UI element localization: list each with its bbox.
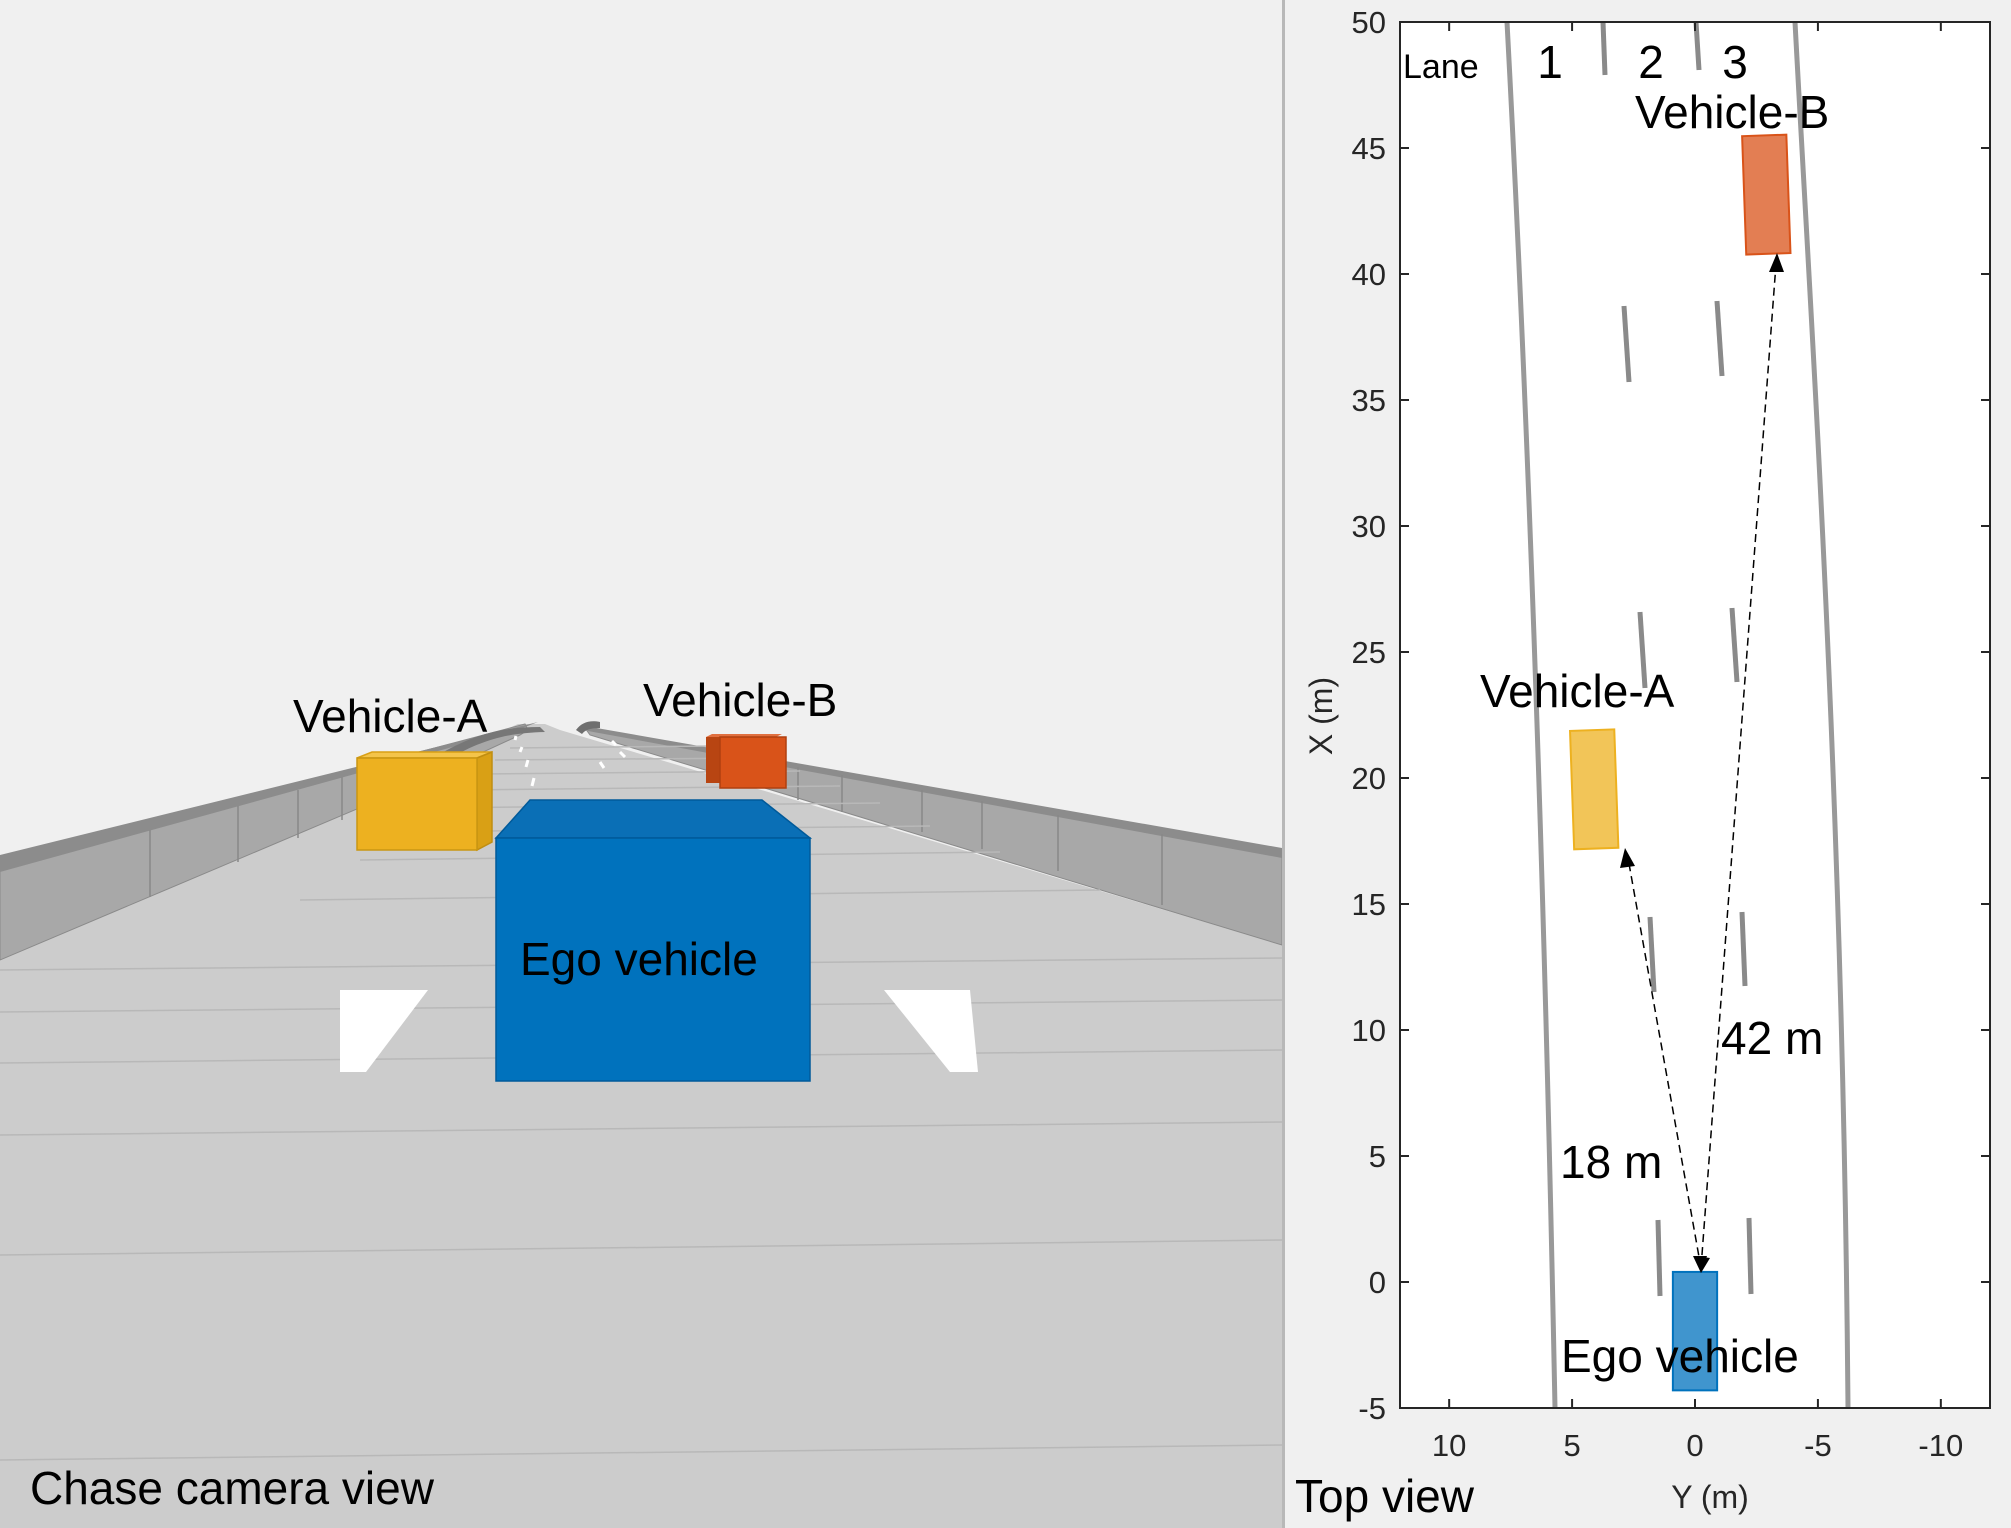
x-tick-label: 10 xyxy=(1432,1428,1466,1463)
y-tick-label: 40 xyxy=(1352,257,1386,292)
y-tick-label: 0 xyxy=(1369,1265,1386,1300)
chase-vehicle-b xyxy=(706,734,787,789)
arrow-to-vehicle-b xyxy=(1700,263,1777,1269)
barrier-posts xyxy=(149,767,1163,905)
lane-label: Lane xyxy=(1403,48,1479,86)
y-tick-label: 15 xyxy=(1352,887,1386,922)
distance-label-a: 18 m xyxy=(1560,1136,1662,1188)
x-axis-label: Y (m) xyxy=(1671,1479,1749,1515)
y-tick-label: -5 xyxy=(1358,1391,1386,1426)
y-tick-label: 10 xyxy=(1352,1013,1386,1048)
top-vehicle-vehicle_b xyxy=(1741,133,1792,256)
y-tick-label: 25 xyxy=(1352,635,1386,670)
arrowhead-vehicle-b xyxy=(1769,253,1784,272)
y-tick-label: 50 xyxy=(1352,5,1386,40)
y-tick-label: 5 xyxy=(1369,1139,1386,1174)
right-barrier-far-curve xyxy=(576,721,600,734)
view-divider xyxy=(1282,0,1285,1528)
lane-number-1: 1 xyxy=(1537,36,1563,88)
chase-label-vehicle-a: Vehicle-A xyxy=(293,690,488,742)
chase-caption: Chase camera view xyxy=(30,1462,435,1514)
y-tick-label: 30 xyxy=(1352,509,1386,544)
chase-label-vehicle-b: Vehicle-B xyxy=(643,674,837,726)
x-tick-label: -10 xyxy=(1918,1428,1963,1463)
y-tick-label: 45 xyxy=(1352,131,1386,166)
x-tick-label: 5 xyxy=(1563,1428,1580,1463)
top-label-ego: Ego vehicle xyxy=(1561,1330,1799,1382)
top-label-vehicle-a: Vehicle-A xyxy=(1480,665,1675,717)
plot-area xyxy=(1400,22,1990,1408)
x-tick-label: 0 xyxy=(1686,1428,1703,1463)
lane-number-2: 2 xyxy=(1638,36,1664,88)
arrowhead-vehicle-a xyxy=(1620,848,1635,868)
top-lane-dashes xyxy=(1600,21,1754,1297)
x-axis-ticks: 10 5 0 -5 -10 xyxy=(1432,22,1963,1463)
chase-camera-view: Vehicle-A Vehicle-B Ego vehicle Chase ca… xyxy=(0,674,1282,1528)
lane-markings xyxy=(340,990,978,1072)
distance-label-b: 42 m xyxy=(1721,1012,1823,1064)
distance-arrows xyxy=(1620,253,1784,1273)
top-vehicle-vehicle_a xyxy=(1568,728,1620,851)
y-tick-label: 35 xyxy=(1352,383,1386,418)
road-edges xyxy=(1504,21,1851,1409)
y-axis-ticks: -5 0 5 10 15 20 25 30 35 40 45 50 xyxy=(1352,5,1990,1426)
top-label-vehicle-b: Vehicle-B xyxy=(1635,86,1829,138)
chase-vehicle-a xyxy=(356,750,493,852)
lane-number-3: 3 xyxy=(1722,36,1748,88)
x-tick-label: -5 xyxy=(1804,1428,1832,1463)
top-view-vehicles xyxy=(1568,133,1792,1392)
top-vehicle-ego xyxy=(1671,1270,1719,1392)
chase-ego-vehicle xyxy=(494,799,813,1082)
y-tick-label: 20 xyxy=(1352,761,1386,796)
far-lane-dashes xyxy=(513,735,627,787)
road-surface xyxy=(0,724,1282,1528)
arrow-to-vehicle-a xyxy=(1627,857,1702,1269)
top-view-caption: Top view xyxy=(1295,1470,1475,1522)
arrowhead-ego-from-b xyxy=(1695,1256,1710,1273)
chase-label-ego: Ego vehicle xyxy=(520,933,758,985)
y-axis-label: X (m) xyxy=(1303,677,1339,755)
